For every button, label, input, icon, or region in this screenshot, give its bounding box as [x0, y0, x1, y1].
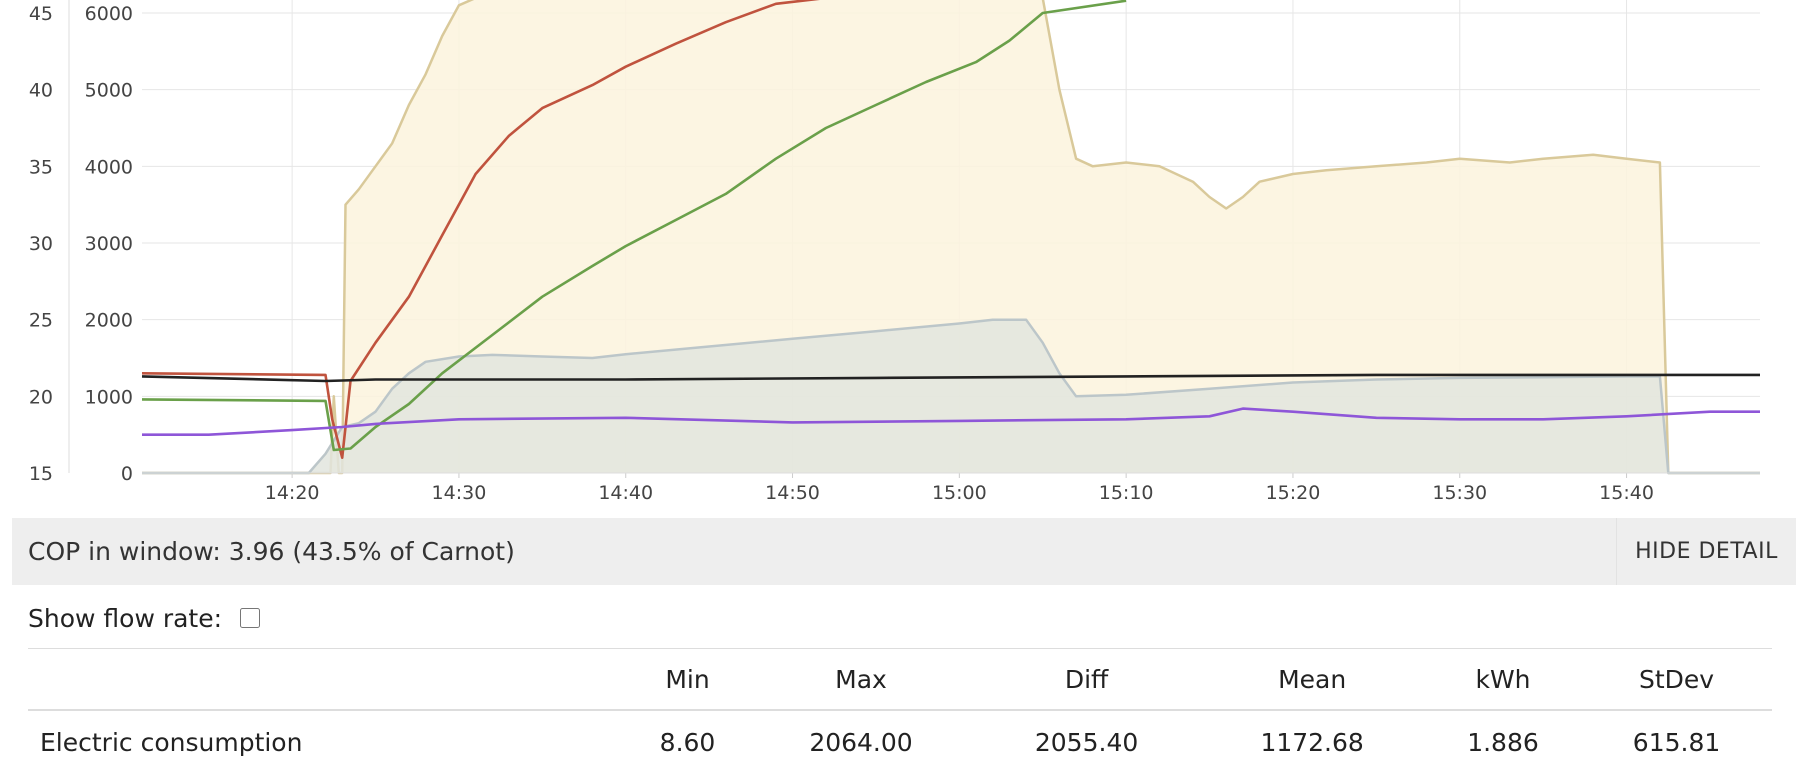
- series-line-5: [142, 407, 1760, 436]
- header-kwh: kWh: [1424, 648, 1582, 711]
- chart-svg[interactable]: 15 0 20 1000 25 2000 30 3000 35 4000 40 5000 45 6000 1…: [0, 0, 1796, 515]
- row-stdev: 615.81: [1632, 727, 1721, 757]
- header-name: [28, 648, 627, 711]
- y-right-tick-label: 2000: [85, 310, 133, 332]
- y-right-tick-label: 4000: [85, 156, 133, 178]
- row-max: 2064.00: [809, 727, 913, 757]
- stats-table: Min Max Diff Mean kWh StDev Electric con…: [28, 648, 1772, 773]
- header-max: Max: [748, 648, 974, 711]
- cop-summary-bar: COP in window: 3.96 (43.5% of Carnot) HI…: [12, 518, 1796, 585]
- row-kwh: 1.886: [1467, 727, 1539, 757]
- power-temperature-chart[interactable]: 15 0 20 1000 25 2000 30 3000 35 4000 40 5000 45 6000 1…: [0, 0, 1796, 515]
- chart-axes: 15 0 20 1000 25 2000 30 3000 35 4000 40 5000 45 6000 1…: [29, 0, 1760, 504]
- x-tick-label: 14:50: [765, 482, 820, 504]
- y-left-tick-label: 45: [29, 3, 53, 25]
- flow-rate-checkbox[interactable]: [240, 608, 261, 628]
- x-tick-label: 15:00: [932, 482, 987, 504]
- x-tick-label: 14:20: [265, 482, 320, 504]
- chart-lines: [141, 0, 1760, 459]
- chart-areas: [142, 0, 1760, 475]
- x-tick-label: 15:10: [1099, 482, 1154, 504]
- row-name: Electric consumption: [40, 727, 303, 757]
- x-tick-label: 15:20: [1266, 482, 1321, 504]
- x-tick-label: 15:40: [1599, 482, 1654, 504]
- y-left-tick-label: 25: [29, 310, 53, 332]
- y-left-tick-label: 35: [29, 156, 53, 178]
- series-area-line-1: [142, 318, 1760, 475]
- x-tick-label: 15:30: [1432, 482, 1487, 504]
- y-right-tick-label: 6000: [85, 3, 133, 25]
- y-right-tick-label: 5000: [85, 80, 133, 102]
- stats-header-row: Min Max Diff Mean kWh StDev: [28, 648, 1772, 711]
- series-area-fill-0: [142, 0, 1760, 473]
- y-left-tick-label: 40: [29, 80, 53, 102]
- header-stdev: StDev: [1581, 648, 1772, 711]
- header-min: Min: [626, 648, 749, 711]
- y-left-tick-label: 20: [29, 386, 53, 408]
- row-mean: 1172.68: [1260, 727, 1364, 757]
- x-tick-label: 14:40: [598, 482, 653, 504]
- y-right-tick-label: 1000: [85, 386, 133, 408]
- row-min: 8.60: [659, 727, 716, 757]
- y-right-tick-label: 0: [121, 463, 133, 485]
- series-line-2: [141, 0, 820, 459]
- series-area-fill-1: [142, 319, 1760, 473]
- cop-summary-text: COP in window: 3.96 (43.5% of Carnot): [28, 537, 515, 566]
- series-area-line-0: [142, 0, 1760, 475]
- x-tick-label: 14:30: [432, 482, 487, 504]
- y-left-tick-label: 30: [29, 233, 53, 255]
- series-line-4: [141, 373, 1760, 383]
- flow-rate-label: Show flow rate:: [28, 603, 223, 633]
- row-diff: 2055.40: [1034, 727, 1139, 757]
- header-diff: Diff: [973, 648, 1200, 711]
- header-mean: Mean: [1199, 648, 1425, 711]
- y-left-tick-label: 15: [29, 463, 53, 485]
- table-row: Electric consumption 8.60 2064.00 2055.4…: [28, 710, 1772, 773]
- hide-detail-button[interactable]: HIDE DETAIL: [1616, 518, 1796, 585]
- series-line-3: [141, 0, 1127, 452]
- y-right-tick-label: 3000: [85, 233, 133, 255]
- flow-rate-toggle-row: Show flow rate:: [28, 600, 261, 636]
